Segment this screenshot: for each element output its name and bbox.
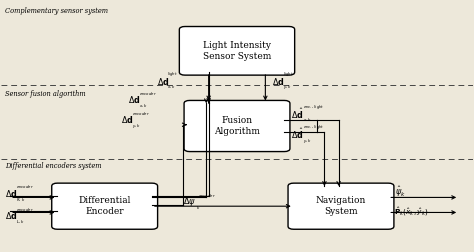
- Text: $\Delta\hat{\mathbf{d}}$: $\Delta\hat{\mathbf{d}}$: [292, 107, 304, 121]
- Text: $_{x,\,k}$: $_{x,\,k}$: [303, 117, 312, 123]
- Text: Sensor fusion algorithm: Sensor fusion algorithm: [5, 90, 86, 98]
- Text: $\Delta\mathbf{d}$: $\Delta\mathbf{d}$: [5, 188, 18, 199]
- Text: $_{L,\,k}$: $_{L,\,k}$: [16, 219, 26, 225]
- Text: $^{encoder}$: $^{encoder}$: [16, 208, 34, 213]
- Text: $\hat{\psi}_k$: $\hat{\psi}_k$: [395, 184, 406, 199]
- Text: $_{y,\,k}$: $_{y,\,k}$: [132, 122, 141, 131]
- Text: $^{light}$: $^{light}$: [167, 71, 178, 78]
- Text: $\Delta\mathbf{d}$: $\Delta\mathbf{d}$: [121, 114, 134, 125]
- Text: $_{x,\,k}$: $_{x,\,k}$: [139, 102, 148, 109]
- Text: $_{y,\,k}$: $_{y,\,k}$: [303, 137, 312, 145]
- Text: $^{encoder}$: $^{encoder}$: [16, 185, 34, 190]
- Text: $^{encoder}$: $^{encoder}$: [139, 91, 156, 97]
- Text: $_{y,\,k}$: $_{y,\,k}$: [283, 84, 292, 92]
- Text: Differential
Encoder: Differential Encoder: [79, 197, 131, 216]
- Text: $^{enc.,light}$: $^{enc.,light}$: [303, 124, 325, 131]
- Text: Fusion
Algorithm: Fusion Algorithm: [214, 116, 260, 136]
- Text: Differential encoders system: Differential encoders system: [5, 162, 102, 170]
- Text: $\Delta\mathbf{d}$: $\Delta\mathbf{d}$: [128, 94, 141, 105]
- Text: $\Delta\hat{\mathbf{d}}$: $\Delta\hat{\mathbf{d}}$: [292, 127, 304, 141]
- Text: $\hat{\mathbf{P}}_k(\hat{x}_k,\hat{y}_k)$: $\hat{\mathbf{P}}_k(\hat{x}_k,\hat{y}_k)…: [394, 205, 429, 218]
- Text: $^{light}$: $^{light}$: [283, 71, 293, 78]
- FancyBboxPatch shape: [52, 183, 157, 229]
- FancyBboxPatch shape: [179, 26, 295, 75]
- Text: $^{encoder}$: $^{encoder}$: [198, 194, 216, 199]
- Text: $_{k}$: $_{k}$: [196, 205, 201, 212]
- FancyBboxPatch shape: [184, 101, 290, 151]
- Text: Navigation
System: Navigation System: [316, 197, 366, 216]
- Text: $\Delta\mathbf{d}$: $\Delta\mathbf{d}$: [273, 76, 285, 87]
- Text: $\Delta\mathbf{d}$: $\Delta\mathbf{d}$: [5, 210, 18, 221]
- Text: $_{x,\,k}$: $_{x,\,k}$: [167, 84, 176, 90]
- Text: $\Delta\psi$: $\Delta\psi$: [183, 195, 196, 208]
- Text: $\Delta\mathbf{d}$: $\Delta\mathbf{d}$: [156, 76, 169, 87]
- FancyBboxPatch shape: [288, 183, 394, 229]
- Text: $^{enc.,light}$: $^{enc.,light}$: [303, 104, 325, 111]
- Text: Complementary sensor system: Complementary sensor system: [5, 7, 109, 15]
- Text: Light Intensity
Sensor System: Light Intensity Sensor System: [203, 41, 271, 60]
- Text: $^{encoder}$: $^{encoder}$: [132, 112, 150, 117]
- Text: $_{R,\,k}$: $_{R,\,k}$: [16, 196, 26, 203]
